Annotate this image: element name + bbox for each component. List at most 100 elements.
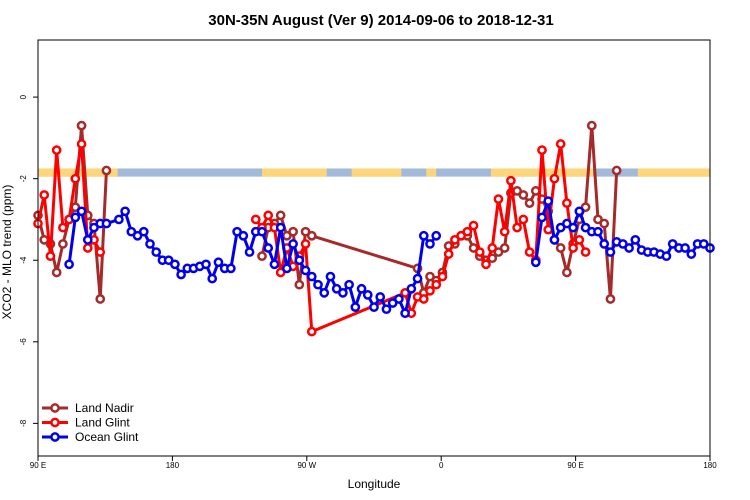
data-point	[51, 145, 62, 155]
data-point	[101, 218, 112, 229]
data-point	[524, 247, 535, 257]
data-point	[70, 212, 81, 223]
land-segment	[351, 168, 402, 177]
data-point	[562, 198, 572, 208]
data-point	[412, 273, 423, 284]
data-point	[138, 226, 149, 237]
legend-label: Land Nadir	[75, 401, 134, 415]
data-point	[574, 206, 585, 217]
data-point	[562, 267, 572, 278]
data-point	[82, 243, 93, 253]
data-point	[263, 210, 274, 221]
data-point	[555, 139, 566, 149]
x-tick-label: 180	[166, 461, 180, 470]
data-point	[586, 120, 597, 131]
land-mask-band	[38, 168, 710, 177]
data-point	[400, 308, 410, 319]
data-point	[394, 294, 404, 304]
data-point	[375, 292, 386, 302]
data-point	[418, 230, 429, 241]
data-point	[244, 247, 255, 257]
data-point	[288, 239, 298, 249]
data-point	[555, 243, 566, 253]
data-point	[574, 234, 585, 245]
y-tick-label: -4	[19, 256, 28, 264]
data-point	[176, 269, 186, 280]
data-point	[624, 243, 634, 253]
data-point	[76, 139, 87, 149]
data-point	[518, 214, 529, 225]
data-point	[431, 279, 442, 290]
data-point	[549, 234, 560, 245]
x-tick-label: 90 W	[297, 461, 316, 470]
data-point	[568, 243, 578, 253]
data-point	[369, 302, 379, 312]
data-point	[306, 230, 317, 241]
legend-label: Ocean Glint	[75, 430, 139, 444]
data-point	[537, 212, 547, 223]
data-point	[338, 288, 348, 298]
x-tick-label: 90 E	[30, 461, 46, 470]
data-point	[605, 294, 616, 304]
data-point	[269, 259, 280, 270]
series-layer	[33, 120, 715, 337]
data-point	[263, 243, 274, 253]
data-point	[499, 226, 510, 237]
legend-swatch-marker	[50, 432, 60, 442]
data-point	[499, 243, 510, 253]
legend-swatch-marker	[50, 403, 60, 413]
data-point	[344, 279, 354, 290]
data-point	[257, 226, 267, 237]
data-point	[170, 259, 180, 270]
data-point	[313, 279, 323, 290]
data-point	[524, 198, 535, 208]
data-point	[250, 214, 261, 225]
data-point	[58, 239, 68, 249]
data-point	[76, 206, 87, 217]
data-point	[95, 294, 106, 304]
data-point	[82, 234, 93, 245]
data-point	[282, 263, 292, 274]
data-point	[487, 243, 498, 253]
chart-title: 30N-35N August (Ver 9) 2014-09-06 to 201…	[208, 12, 553, 29]
data-point	[381, 304, 392, 315]
legend-label: Land Glint	[75, 416, 130, 430]
data-point	[462, 226, 473, 237]
data-point	[51, 267, 62, 278]
data-point	[543, 224, 554, 235]
data-point	[518, 190, 529, 200]
y-axis-label: XCO2 - MLO trend (ppm)	[0, 185, 14, 320]
data-point	[319, 288, 330, 298]
data-point	[425, 285, 435, 296]
data-point	[356, 283, 367, 294]
legend-swatch-marker	[50, 417, 60, 428]
land-segment	[426, 168, 437, 177]
data-point	[661, 251, 672, 262]
data-point	[213, 257, 224, 268]
data-point	[120, 206, 130, 217]
data-point	[58, 222, 68, 233]
y-tick-label: -6	[19, 338, 28, 346]
data-point	[431, 230, 442, 241]
data-point	[101, 165, 112, 176]
data-point	[306, 326, 317, 337]
y-tick-label: -8	[19, 419, 28, 427]
data-point	[599, 239, 610, 249]
x-tick-label: 180	[703, 461, 717, 470]
data-point	[257, 251, 267, 262]
data-point	[64, 259, 74, 270]
legend-item: Land Glint	[42, 416, 130, 430]
legend-item: Land Nadir	[42, 401, 134, 415]
data-point	[70, 173, 81, 184]
data-point	[306, 271, 317, 282]
data-point	[45, 251, 56, 262]
data-point	[288, 226, 298, 237]
data-point	[294, 279, 305, 290]
data-point	[145, 239, 155, 249]
x-axis-ticks: 90 E 180 90 W 0 90 E 180	[30, 456, 717, 470]
data-point	[350, 302, 361, 312]
legend-item: Ocean Glint	[42, 430, 139, 444]
land-segment	[637, 168, 710, 177]
land-segment	[262, 168, 327, 177]
